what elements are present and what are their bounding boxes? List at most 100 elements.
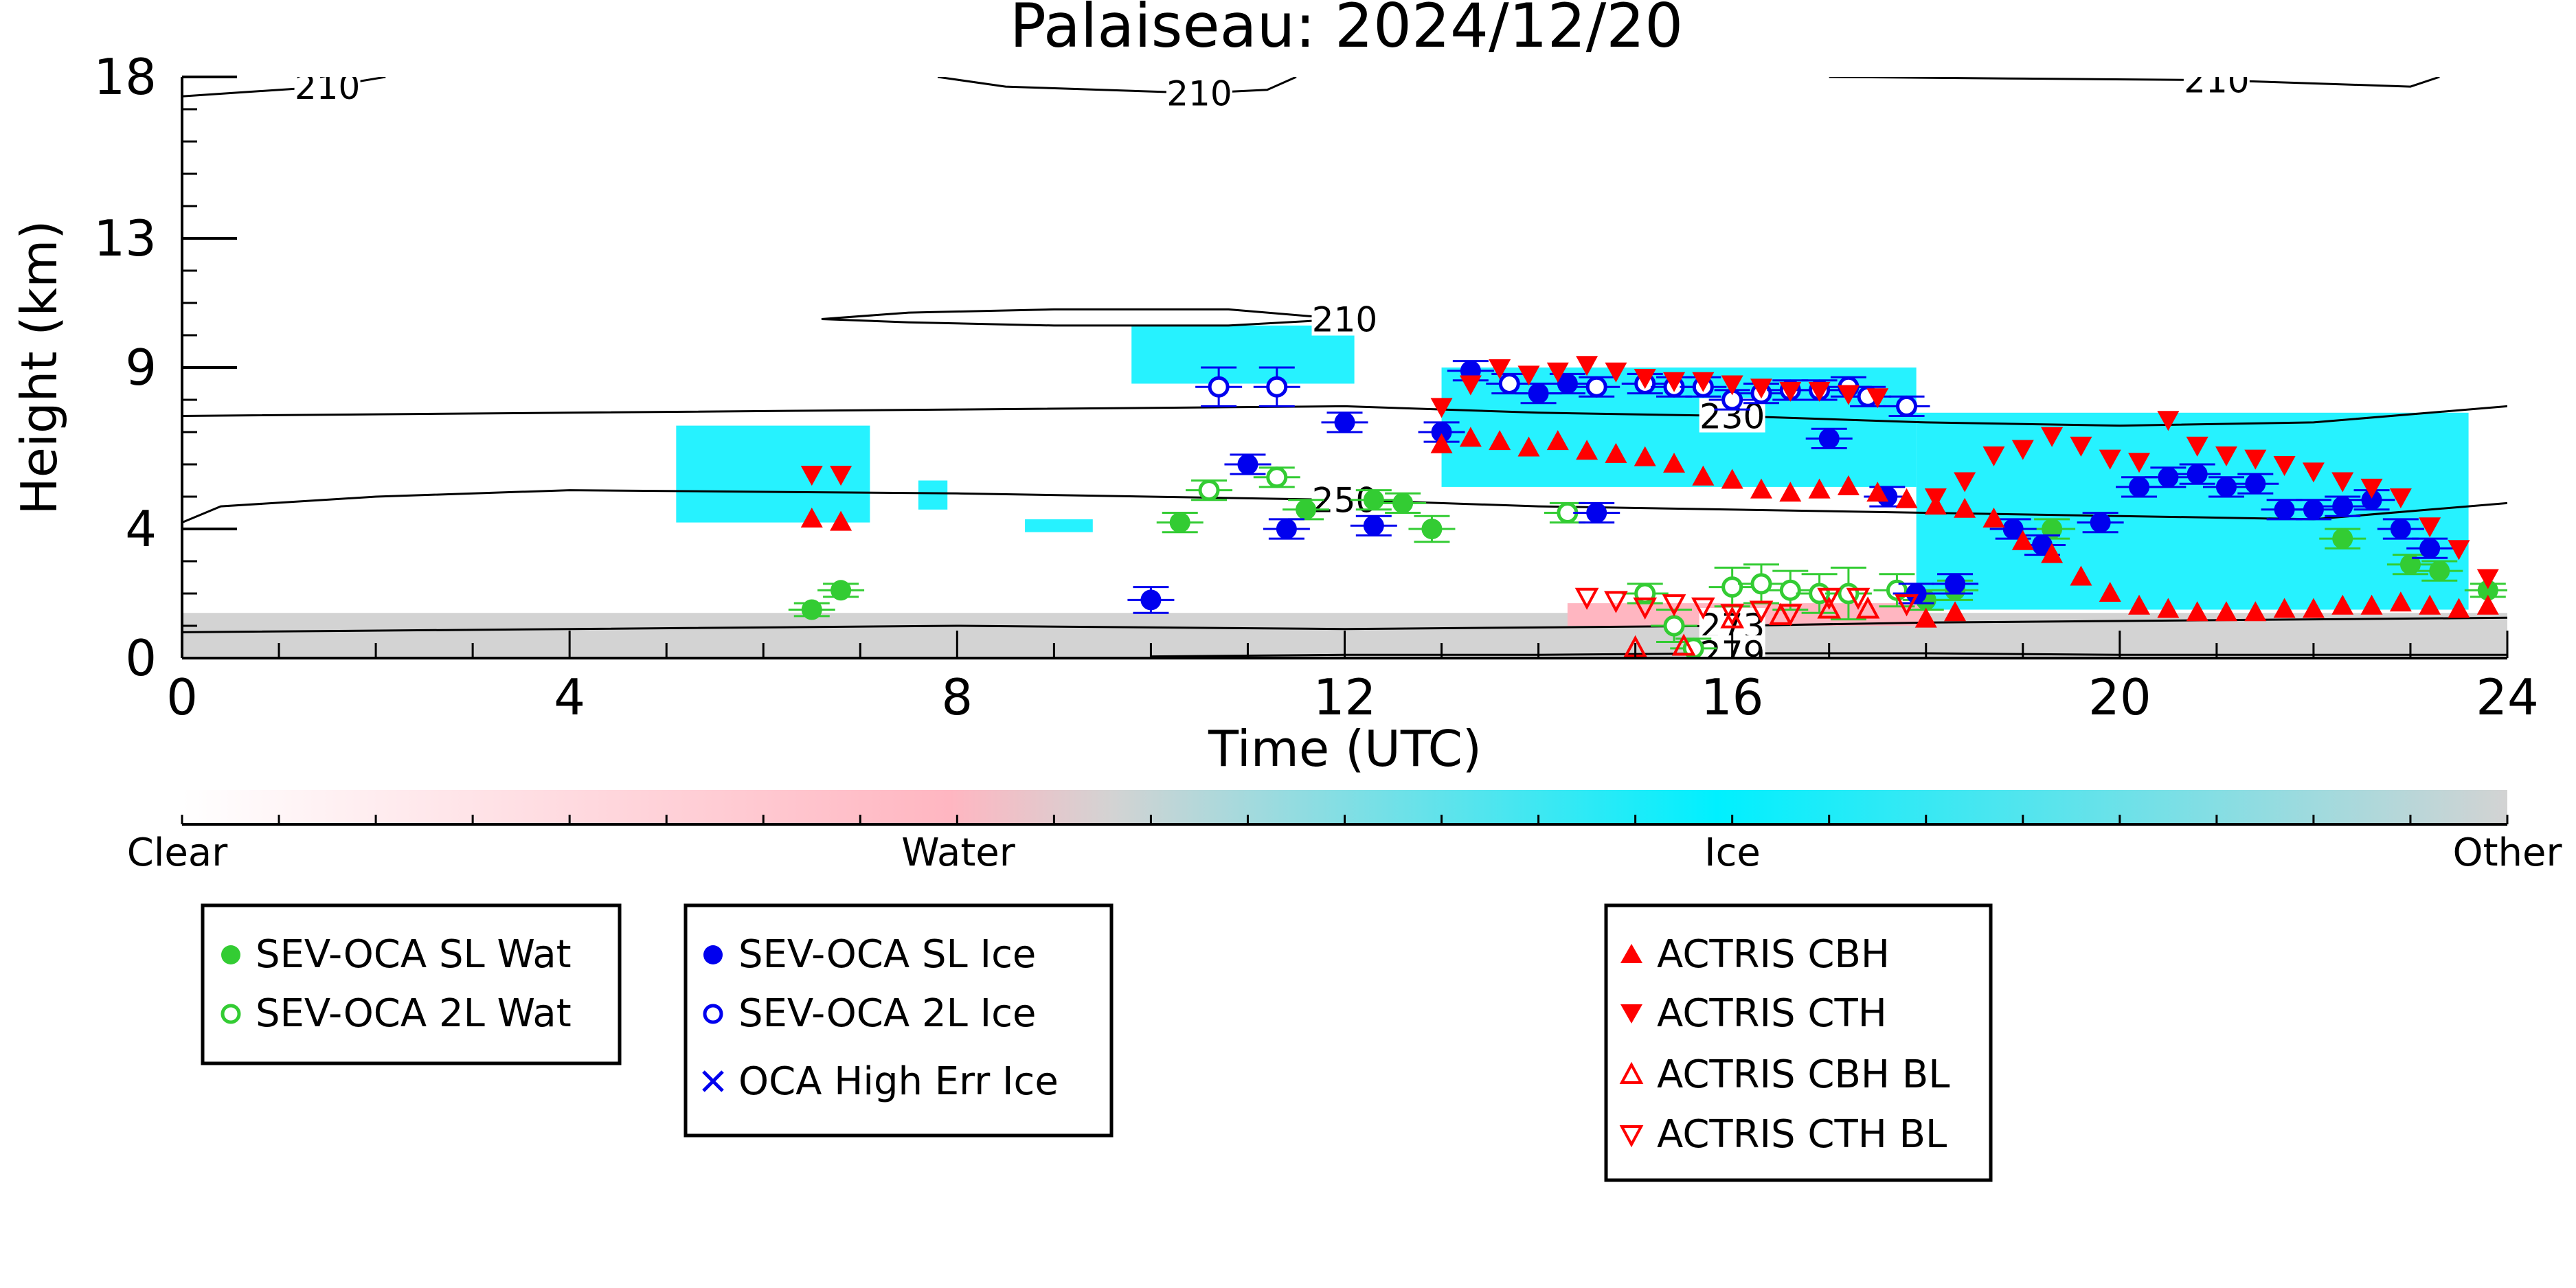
legend-label-sl-wat: SEV-OCA SL Wat: [256, 932, 572, 977]
actris-cth-point: [1459, 375, 1482, 396]
sev-oca-sl-wat-point: [1421, 519, 1443, 539]
x-axis-label: Time (UTC): [1208, 720, 1482, 778]
x-tick-label: 16: [1701, 668, 1764, 726]
data-markers: [788, 356, 2507, 658]
sev-oca-sl-ice-point: [2419, 538, 2441, 559]
legend-label-2l-wat: SEV-OCA 2L Wat: [256, 991, 572, 1036]
contour-label-bg-0: [294, 77, 361, 104]
sev-oca-2l-wat-point: [1750, 573, 1772, 595]
sev-oca-sl-ice-point: [1237, 454, 1258, 475]
actris-cth-point: [2476, 569, 2499, 589]
legend-marker-sl-wat: [221, 945, 240, 964]
actris-cth-bl-point: [1846, 587, 1871, 610]
actris-cth-point: [2448, 540, 2470, 561]
legend-marker-high-err-ice: [702, 1070, 724, 1092]
colorbar-label-clear: Clear: [127, 831, 228, 875]
legend-label-cbh: ACTRIS CBH: [1657, 932, 1890, 977]
actris-cth-point: [1808, 381, 1831, 402]
x-ticks: 0 4 8 12 16 20 24: [166, 631, 2539, 726]
actris-cth-point: [1750, 379, 1772, 399]
actris-cth-bl-point: [1895, 594, 1919, 617]
chart-title: Palaiseau: 2024/12/20: [1010, 0, 1683, 61]
sev-oca-sl-ice-point: [1276, 519, 1297, 539]
actris-cth-bl-point: [1749, 600, 1774, 623]
x-tick-label: 12: [1313, 668, 1377, 726]
actris-cth-bl-point: [1633, 597, 1658, 620]
sev-oca-2l-wat-point: [1663, 615, 1685, 637]
actris-cth-bl-point: [1691, 597, 1715, 620]
actris-cth-point: [1692, 372, 1715, 392]
actris-cbh-point: [2448, 598, 2470, 618]
sev-oca-2l-wat-point: [1266, 466, 1288, 488]
sev-oca-sl-ice-point: [2390, 519, 2411, 539]
actris-cbh-point: [1750, 478, 1772, 499]
actris-cbh-point: [1779, 482, 1802, 502]
legend-marker-cth-bl: [1619, 1125, 1644, 1148]
legend-label-2l-ice: SEV-OCA 2L Ice: [738, 991, 1036, 1036]
actris-cth-bl-point: [1817, 587, 1842, 610]
legend-marker-sl-ice: [703, 945, 723, 964]
actris-cth-point: [2011, 440, 2034, 460]
sev-oca-sl-ice-point: [1431, 422, 1452, 442]
actris-cbh-point: [2302, 598, 2325, 618]
y-tick-label: 18: [93, 48, 157, 106]
actris-cbh-point: [800, 507, 823, 528]
actris-cth-point: [1982, 446, 2005, 466]
legend-marker-cth: [1620, 1004, 1642, 1024]
sev-oca-2l-ice-point: [1498, 373, 1520, 394]
sev-oca-2l-wat-point: [1198, 479, 1220, 501]
actris-cbh-point: [2273, 598, 2296, 618]
actris-cbh-point: [1605, 442, 1627, 463]
actris-cbh-point: [1692, 465, 1715, 486]
x-tick-label: 4: [554, 668, 585, 726]
sev-oca-sl-wat-point: [831, 580, 852, 601]
sev-oca-sl-ice-point: [2332, 496, 2353, 517]
sev-oca-sl-wat-point: [2477, 580, 2498, 601]
contour-label-210: 210: [2184, 61, 2249, 101]
sev-oca-2l-ice-point: [1896, 395, 1918, 417]
actris-cth-point: [2273, 456, 2296, 476]
actris-cbh-point: [1895, 488, 1918, 508]
sev-oca-sl-ice-point: [1906, 583, 1927, 604]
actris-cbh-point: [1982, 507, 2005, 528]
actris-cbh-point: [1489, 430, 1511, 451]
actris-cbh-point: [1808, 478, 1831, 499]
actris-cth-point: [1605, 362, 1627, 383]
actris-cth-point: [2302, 462, 2325, 483]
legend-label-cth-bl: ACTRIS CTH BL: [1657, 1112, 1947, 1157]
actris-cbh-point: [2186, 601, 2208, 622]
sev-oca-sl-wat-point: [2399, 554, 2421, 575]
sev-oca-sl-ice-point: [1945, 573, 1966, 594]
actris-cth-point: [1634, 369, 1656, 389]
actris-cbh-point: [2070, 565, 2092, 586]
sev-oca-sl-ice-point: [1363, 515, 1384, 536]
x-tick-label: 20: [2088, 668, 2151, 726]
actris-cth-point: [2128, 453, 2151, 473]
legend-label-sl-ice: SEV-OCA SL Ice: [738, 932, 1036, 977]
actris-cbh-point: [2360, 594, 2383, 615]
actris-cbh-point: [830, 510, 852, 531]
sev-oca-sl-ice-point: [2215, 476, 2237, 497]
actris-cth-bl-point: [1720, 604, 1745, 626]
legend-marker-cbh: [1620, 944, 1642, 963]
legend-box-ice: SEV-OCA SL Ice SEV-OCA 2L Ice OCA High E…: [683, 903, 1114, 1138]
sev-oca-sl-ice-point: [2158, 466, 2179, 488]
colorbar: Clear Water Ice Other: [127, 790, 2562, 875]
sev-oca-sl-wat-point: [2042, 519, 2063, 539]
actris-cbh-point: [2389, 591, 2412, 612]
actris-cth-point: [1517, 365, 1540, 386]
sev-oca-sl-ice-point: [1528, 383, 1549, 404]
actris-cbh-bl-point: [1855, 596, 1880, 619]
actris-cth-point: [1779, 381, 1802, 402]
actris-cbh-point: [2099, 582, 2121, 602]
actris-cbh-point: [2215, 601, 2237, 622]
sev-oca-2l-ice-point: [1585, 376, 1607, 398]
sev-oca-sl-wat-point: [2332, 528, 2353, 550]
sev-oca-sl-ice-point: [2187, 464, 2208, 485]
actris-cbh-point: [1663, 453, 1686, 473]
y-tick-label: 9: [125, 339, 157, 396]
actris-cth-point: [2360, 478, 2383, 499]
contour-label-210: 210: [1312, 300, 1377, 340]
contour-label-bg-3: [1311, 301, 1378, 336]
